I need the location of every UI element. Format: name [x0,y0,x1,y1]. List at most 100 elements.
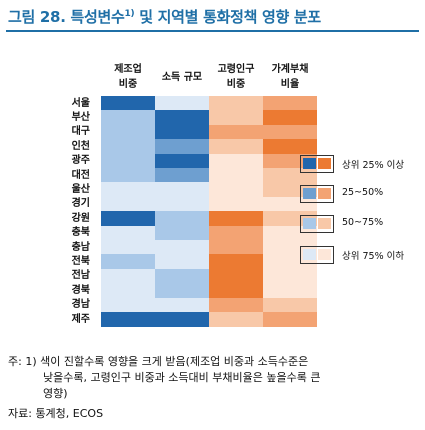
row-label-4: 인천 [71,140,90,152]
row-label-16: 제주 [71,313,90,325]
legend-swatch-2 [300,185,334,203]
legend-label-4: 상위 75% 이하 [342,251,405,262]
heatmap-cell-r6-c3 [209,168,263,183]
heatmap-cell-r3-c4 [263,124,317,140]
heatmap-cell-r16-c2 [155,312,209,327]
legend-swatch-1 [300,155,334,173]
column-header-4: 가계부채 비율 [271,64,309,90]
heatmap-cell-r1-c1 [101,96,155,111]
heatmap-cell-r1-c2 [155,96,209,111]
heatmap-cell-r5-c2 [155,153,209,169]
heatmap-cell-r16-c3 [209,312,263,327]
heatmap-cell-r9-c2 [155,211,209,226]
row-label-15: 경남 [71,299,90,311]
heatmap-cell-r15-c4 [263,297,317,313]
heatmap-cell-r5-c3 [209,153,263,169]
heatmap-cell-r4-c2 [155,139,209,154]
heatmap-cell-r3-c3 [209,124,263,140]
heatmap-cell-r2-c1 [101,110,155,126]
legend-swatch-orange [318,218,331,229]
heatmap-cell-r11-c3 [209,240,263,255]
column-header-2: 소득 규모 [161,72,203,83]
title-underline [6,30,419,32]
heatmap-cell-r6-c4 [263,168,317,183]
legend-swatch-blue [303,158,316,169]
column-header-3: 고령인구 비중 [217,64,255,90]
heatmap-cell-r7-c3 [209,182,263,198]
row-label-3: 대구 [71,126,90,138]
heatmap-cell-r8-c1 [101,196,155,212]
heatmap-cell-r12-c3 [209,254,263,270]
row-label-6: 대전 [71,169,90,181]
footnote: 주: 1) 색이 진할수록 영향을 크게 받음(제조업 비중과 소득수준은 낮을… [8,354,418,402]
heatmap-cell-r9-c1 [101,211,155,226]
heatmap-cell-r13-c3 [209,268,263,284]
heatmap-cell-r10-c3 [209,225,263,241]
heatmap-cell-r2-c3 [209,110,263,126]
heatmap-cell-r16-c4 [263,312,317,327]
heatmap-cell-r14-c3 [209,283,263,298]
heatmap-cell-r12-c2 [155,254,209,270]
legend-swatch-orange [318,188,331,199]
heatmap-cell-r3-c2 [155,124,209,140]
heatmap-cell-r1-c3 [209,96,263,111]
legend-swatch-blue [303,188,316,199]
row-label-14: 경북 [71,284,90,296]
heatmap-cell-r11-c1 [101,240,155,255]
heatmap-cell-r13-c1 [101,268,155,284]
footnote-line-3: 영향) [43,387,68,400]
legend-label-3: 50~75% [342,217,384,228]
row-label-13: 전남 [71,270,90,282]
row-label-5: 광주 [71,155,90,167]
legend-swatch-orange [318,158,331,169]
heatmap-cell-r8-c3 [209,196,263,212]
heatmap-cell-r1-c4 [263,96,317,111]
heatmap-cell-r12-c1 [101,254,155,270]
heatmap-cell-r4-c1 [101,139,155,154]
heatmap-cell-r15-c3 [209,297,263,313]
heatmap-cell-r10-c4 [263,225,317,241]
heatmap-cell-r5-c1 [101,153,155,169]
heatmap-cell-r3-c1 [101,124,155,140]
footnote-line-2: 낮을수록, 고령인구 비중과 소득대비 부채비율은 높을수록 큰 [43,371,321,384]
row-label-12: 전북 [71,255,90,267]
source-note: 자료: 통계청, ECOS [8,407,104,420]
heatmap-cell-r10-c1 [101,225,155,241]
row-label-2: 부산 [71,111,90,123]
heatmap-cell-r14-c4 [263,283,317,298]
legend-swatch-3 [300,215,334,233]
heatmap-cell-r6-c2 [155,168,209,183]
heatmap-cell-r11-c2 [155,240,209,255]
row-label-9: 강원 [71,212,90,224]
legend-label-1: 상위 25% 이상 [342,160,405,171]
legend-swatch-orange [318,249,331,260]
heatmap-cell-r15-c2 [155,297,209,313]
heatmap-cell-r8-c2 [155,196,209,212]
heatmap-cell-r7-c1 [101,182,155,198]
figure-title: 그림 28. 특성변수1) 및 지역별 통화정책 영향 분포 [8,8,321,26]
row-label-11: 충남 [71,241,90,253]
legend-swatch-blue [303,249,316,260]
heatmap-cell-r2-c2 [155,110,209,126]
column-header-1: 제조업 비중 [114,64,142,90]
row-label-10: 충북 [71,227,90,239]
legend-label-2: 25~50% [342,187,384,198]
legend-swatch-4 [300,246,334,264]
row-label-7: 울산 [71,183,90,195]
heatmap-cell-r13-c2 [155,268,209,284]
heatmap-cell-r6-c1 [101,168,155,183]
heatmap-cell-r16-c1 [101,312,155,327]
heatmap-cell-r4-c4 [263,139,317,154]
heatmap-cell-r15-c1 [101,297,155,313]
heatmap-cell-r14-c2 [155,283,209,298]
heatmap-cell-r9-c3 [209,211,263,226]
heatmap-cell-r10-c2 [155,225,209,241]
heatmap-cell-r8-c4 [263,196,317,212]
heatmap-cell-r7-c2 [155,182,209,198]
footnote-line-1: 주: 1) 색이 진할수록 영향을 크게 받음(제조업 비중과 소득수준은 [8,355,309,368]
row-label-1: 서울 [71,97,90,109]
legend-swatch-blue [303,218,316,229]
heatmap-cell-r4-c3 [209,139,263,154]
heatmap-cell-r2-c4 [263,110,317,126]
heatmap-cell-r13-c4 [263,268,317,284]
